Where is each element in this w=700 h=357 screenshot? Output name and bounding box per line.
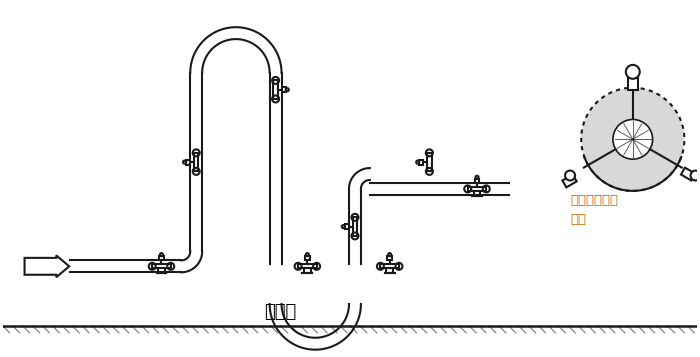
Bar (562, 175, 577, 187)
Text: 允许任意角度
安装: 允许任意角度 安装 (570, 194, 618, 226)
Circle shape (626, 65, 640, 79)
Circle shape (565, 171, 575, 181)
Bar (159, 256, 164, 260)
Bar (427, 153, 432, 171)
Bar (380, 264, 399, 268)
Bar (274, 80, 278, 99)
Bar (475, 179, 480, 183)
Bar (345, 224, 349, 229)
Circle shape (160, 253, 163, 256)
Bar (419, 160, 424, 165)
Bar (468, 187, 486, 191)
FancyArrow shape (25, 255, 69, 277)
Circle shape (581, 88, 685, 191)
Bar (681, 168, 695, 181)
Circle shape (613, 120, 652, 159)
Circle shape (389, 253, 391, 256)
Circle shape (690, 171, 700, 181)
Bar (305, 256, 309, 260)
Bar (628, 78, 638, 90)
Bar (194, 153, 198, 171)
Bar (152, 264, 171, 268)
Circle shape (306, 253, 309, 256)
Circle shape (183, 161, 186, 164)
Circle shape (475, 176, 479, 179)
Circle shape (342, 225, 345, 228)
Bar (353, 217, 357, 236)
Bar (298, 264, 316, 268)
Bar (387, 256, 392, 260)
Text: 水平面: 水平面 (265, 303, 297, 321)
Circle shape (286, 88, 289, 91)
Circle shape (416, 161, 419, 164)
Bar (186, 160, 190, 165)
Bar (281, 87, 286, 92)
